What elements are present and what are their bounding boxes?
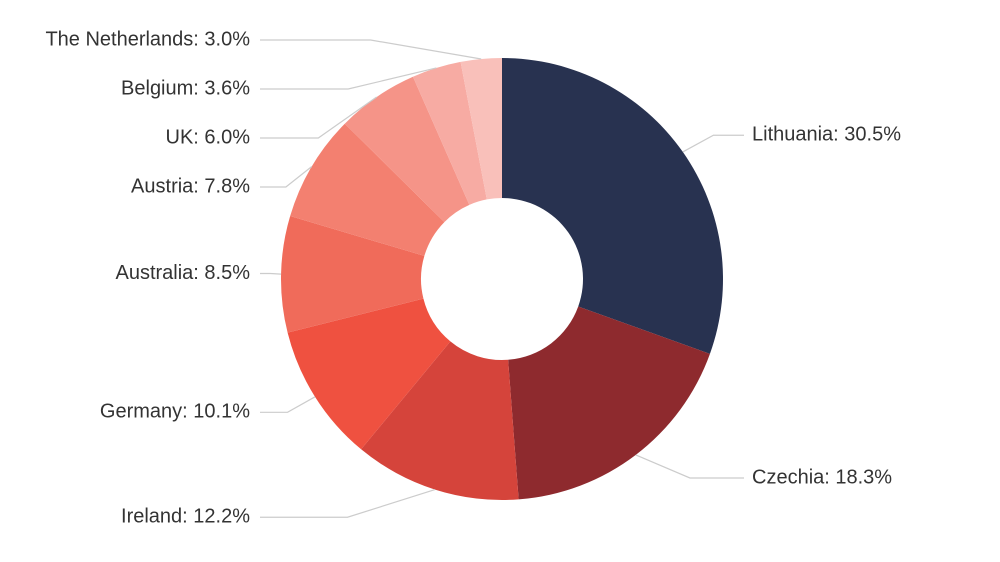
data-label: Austria: 7.8% (131, 175, 250, 197)
leader-line (260, 272, 282, 275)
data-label: Lithuania: 30.5% (752, 124, 901, 146)
donut-slice (508, 306, 710, 500)
data-label: Czechia: 18.3% (752, 466, 892, 488)
donut-slice (361, 341, 519, 501)
donut-slice (287, 298, 451, 450)
leader-line (260, 166, 313, 188)
data-label: UK: 6.0% (166, 126, 251, 148)
donut-slice (412, 61, 487, 205)
leader-line (260, 96, 377, 139)
donut-slice (281, 216, 425, 333)
donut-slice (344, 76, 470, 223)
data-label: Germany: 10.1% (100, 401, 250, 423)
data-label: The Netherlands: 3.0% (45, 28, 250, 50)
leader-line (260, 39, 482, 60)
leader-line (682, 134, 744, 153)
data-label: Australia: 8.5% (115, 262, 250, 284)
donut-slice (502, 58, 723, 354)
leader-line (260, 67, 437, 90)
leader-line (260, 489, 436, 518)
leader-line (635, 454, 744, 479)
data-label: Ireland: 12.2% (121, 506, 250, 528)
leader-line (260, 396, 316, 413)
donut-slice (460, 58, 502, 200)
donut-slice (290, 123, 445, 256)
data-label: Belgium: 3.6% (121, 77, 250, 99)
